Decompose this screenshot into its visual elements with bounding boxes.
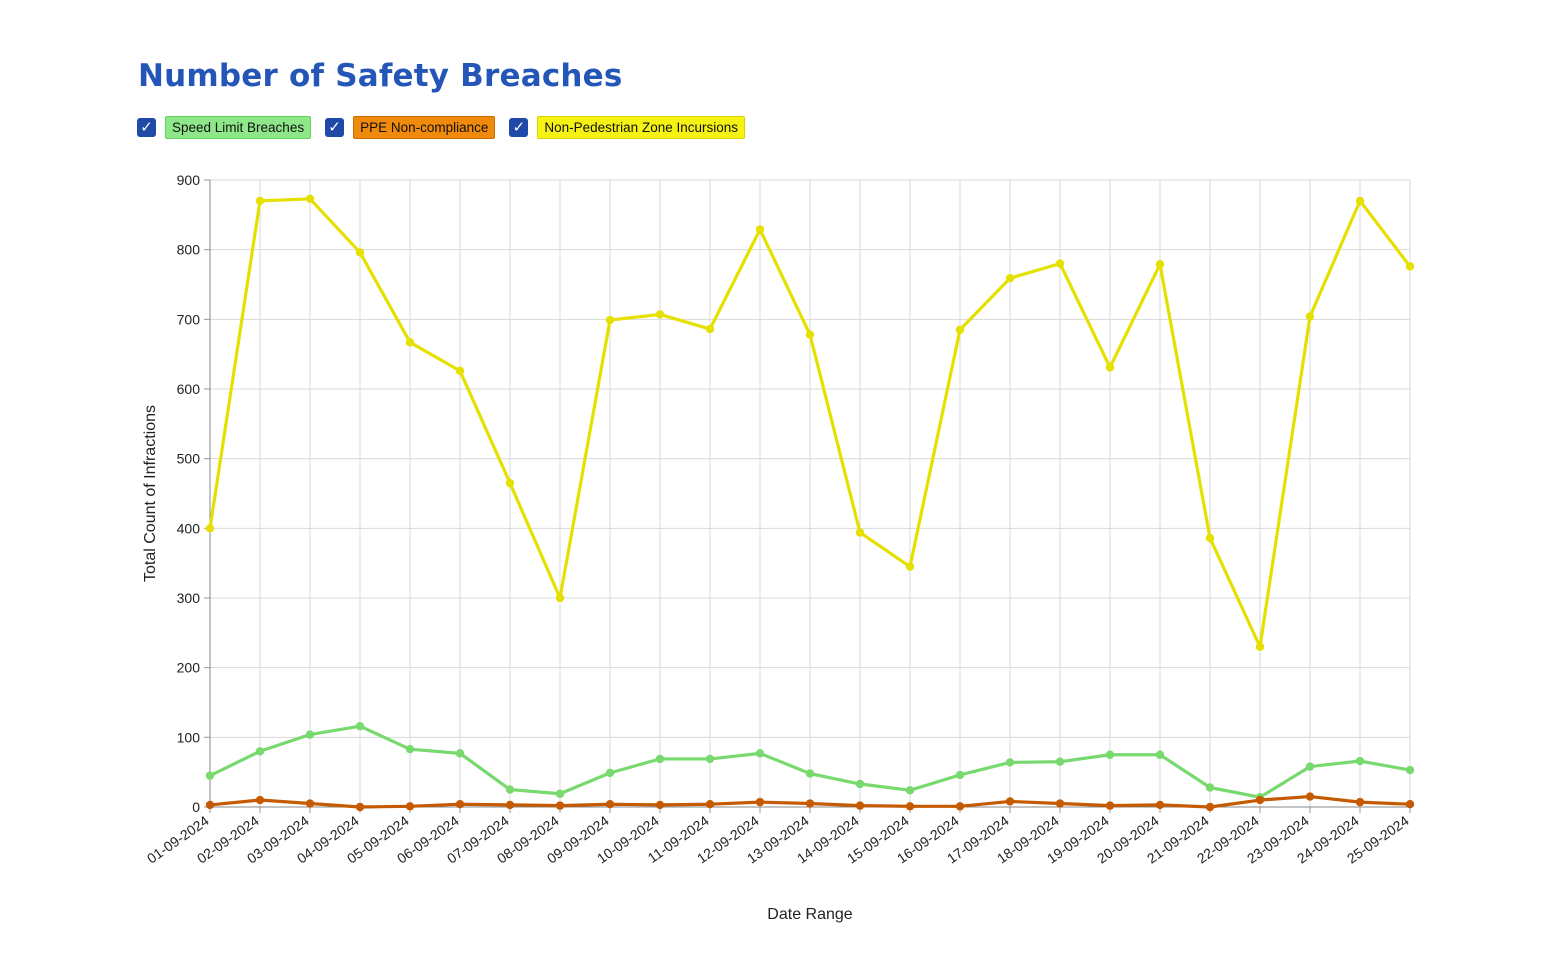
data-point-ppe-non-compliance bbox=[655, 800, 665, 810]
data-point-non-pedestrian-zone-incursions bbox=[1205, 533, 1215, 543]
data-point-non-pedestrian-zone-incursions bbox=[1305, 312, 1315, 321]
data-point-speed-limit-breaches bbox=[1055, 757, 1065, 766]
data-point-non-pedestrian-zone-incursions bbox=[555, 593, 565, 603]
data-point-ppe-non-compliance bbox=[305, 799, 315, 808]
data-point-speed-limit-breaches bbox=[655, 754, 665, 764]
data-point-non-pedestrian-zone-incursions bbox=[655, 310, 665, 319]
chart-area: 0 100 200 300 400 500 600 700 800 900 01-09-2024 02… bbox=[138, 165, 1425, 931]
y-axis-label: Total Count of Infractions bbox=[142, 405, 159, 582]
page-title: Number of Safety Breaches bbox=[138, 58, 623, 94]
data-point-non-pedestrian-zone-incursions bbox=[1155, 260, 1165, 269]
check-icon[interactable]: ✓ bbox=[325, 118, 345, 137]
data-point-non-pedestrian-zone-incursions bbox=[755, 225, 765, 234]
data-point-ppe-non-compliance bbox=[905, 802, 915, 811]
data-point-non-pedestrian-zone-incursions bbox=[905, 562, 915, 571]
data-point-ppe-non-compliance bbox=[355, 802, 365, 812]
data-point-non-pedestrian-zone-incursions bbox=[455, 366, 465, 376]
data-point-non-pedestrian-zone-incursions bbox=[355, 248, 365, 257]
data-point-speed-limit-breaches bbox=[955, 770, 965, 780]
y-tick-label: 0 bbox=[192, 799, 200, 815]
y-tick-label: 700 bbox=[177, 311, 201, 327]
check-icon[interactable]: ✓ bbox=[137, 118, 156, 137]
data-point-speed-limit-breaches bbox=[1205, 783, 1215, 792]
legend-label-ppe: PPE Non-compliance bbox=[353, 116, 496, 139]
data-point-speed-limit-breaches bbox=[205, 771, 215, 780]
data-point-ppe-non-compliance bbox=[805, 799, 815, 808]
data-point-ppe-non-compliance bbox=[405, 802, 415, 811]
data-point-speed-limit-breaches bbox=[505, 785, 515, 794]
data-point-speed-limit-breaches bbox=[1005, 758, 1015, 767]
legend: ✓ Speed Limit Breaches ✓ PPE Non-complia… bbox=[137, 116, 759, 139]
data-point-ppe-non-compliance bbox=[1305, 792, 1315, 801]
y-tick-label: 400 bbox=[177, 520, 201, 536]
data-point-speed-limit-breaches bbox=[605, 768, 615, 778]
data-point-ppe-non-compliance bbox=[205, 800, 215, 810]
data-point-non-pedestrian-zone-incursions bbox=[255, 196, 265, 206]
data-point-ppe-non-compliance bbox=[255, 795, 265, 805]
y-tick-label: 300 bbox=[177, 590, 201, 606]
data-point-ppe-non-compliance bbox=[1355, 797, 1365, 807]
line-chart: 010020030040050060070080090001-09-202402… bbox=[142, 172, 1415, 923]
data-point-speed-limit-breaches bbox=[855, 779, 865, 789]
data-point-non-pedestrian-zone-incursions bbox=[705, 324, 715, 334]
y-tick-label: 200 bbox=[177, 660, 201, 676]
data-point-speed-limit-breaches bbox=[805, 769, 815, 778]
data-point-non-pedestrian-zone-incursions bbox=[1105, 363, 1115, 372]
data-point-non-pedestrian-zone-incursions bbox=[805, 330, 815, 339]
x-axis-label: Date Range bbox=[767, 906, 852, 923]
data-point-speed-limit-breaches bbox=[1155, 750, 1165, 759]
data-point-non-pedestrian-zone-incursions bbox=[305, 194, 315, 204]
data-point-non-pedestrian-zone-incursions bbox=[505, 478, 515, 488]
data-point-non-pedestrian-zone-incursions bbox=[855, 528, 865, 537]
data-point-speed-limit-breaches bbox=[355, 721, 365, 731]
data-point-non-pedestrian-zone-incursions bbox=[205, 524, 215, 533]
data-point-speed-limit-breaches bbox=[1305, 762, 1315, 771]
data-point-non-pedestrian-zone-incursions bbox=[405, 338, 415, 347]
data-point-ppe-non-compliance bbox=[1005, 797, 1015, 806]
data-point-ppe-non-compliance bbox=[1155, 800, 1165, 810]
y-tick-label: 600 bbox=[177, 381, 201, 397]
data-point-speed-limit-breaches bbox=[455, 749, 465, 758]
data-point-non-pedestrian-zone-incursions bbox=[1005, 274, 1015, 283]
data-point-speed-limit-breaches bbox=[705, 754, 715, 764]
data-point-speed-limit-breaches bbox=[1355, 756, 1365, 766]
data-point-speed-limit-breaches bbox=[405, 744, 415, 754]
y-tick-label: 800 bbox=[177, 242, 201, 258]
data-point-ppe-non-compliance bbox=[955, 802, 965, 811]
data-point-ppe-non-compliance bbox=[505, 800, 515, 810]
data-point-speed-limit-breaches bbox=[255, 747, 265, 756]
data-point-ppe-non-compliance bbox=[1255, 795, 1265, 805]
data-point-speed-limit-breaches bbox=[905, 786, 915, 795]
data-point-non-pedestrian-zone-incursions bbox=[1405, 262, 1415, 271]
y-tick-label: 500 bbox=[177, 451, 201, 467]
data-point-non-pedestrian-zone-incursions bbox=[955, 325, 965, 334]
check-icon[interactable]: ✓ bbox=[509, 118, 529, 137]
data-point-ppe-non-compliance bbox=[1405, 800, 1415, 809]
data-point-non-pedestrian-zone-incursions bbox=[1355, 196, 1365, 206]
data-point-ppe-non-compliance bbox=[855, 801, 865, 810]
legend-label-non-pedestrian: Non-Pedestrian Zone Incursions bbox=[537, 116, 745, 139]
data-point-ppe-non-compliance bbox=[605, 800, 615, 809]
data-point-speed-limit-breaches bbox=[1105, 750, 1115, 759]
data-point-ppe-non-compliance bbox=[555, 801, 565, 810]
data-point-ppe-non-compliance bbox=[705, 800, 715, 809]
y-tick-label: 900 bbox=[177, 172, 201, 188]
legend-label-speed-limit: Speed Limit Breaches bbox=[165, 116, 312, 139]
data-point-ppe-non-compliance bbox=[1205, 802, 1215, 812]
data-point-speed-limit-breaches bbox=[555, 789, 565, 798]
data-point-ppe-non-compliance bbox=[1105, 801, 1115, 810]
data-point-ppe-non-compliance bbox=[755, 797, 765, 807]
data-point-ppe-non-compliance bbox=[455, 800, 465, 809]
data-point-speed-limit-breaches bbox=[1405, 765, 1415, 775]
data-point-non-pedestrian-zone-incursions bbox=[1255, 642, 1265, 651]
legend-item-ppe[interactable]: ✓ PPE Non-compliance bbox=[325, 116, 496, 139]
legend-item-speed-limit[interactable]: ✓ Speed Limit Breaches bbox=[137, 116, 312, 139]
y-tick-label: 100 bbox=[177, 729, 201, 745]
data-point-non-pedestrian-zone-incursions bbox=[1055, 259, 1065, 268]
data-point-ppe-non-compliance bbox=[1055, 799, 1065, 808]
legend-item-non-pedestrian[interactable]: ✓ Non-Pedestrian Zone Incursions bbox=[509, 116, 745, 139]
data-point-speed-limit-breaches bbox=[755, 749, 765, 758]
data-point-non-pedestrian-zone-incursions bbox=[605, 315, 615, 325]
data-point-speed-limit-breaches bbox=[305, 730, 315, 739]
